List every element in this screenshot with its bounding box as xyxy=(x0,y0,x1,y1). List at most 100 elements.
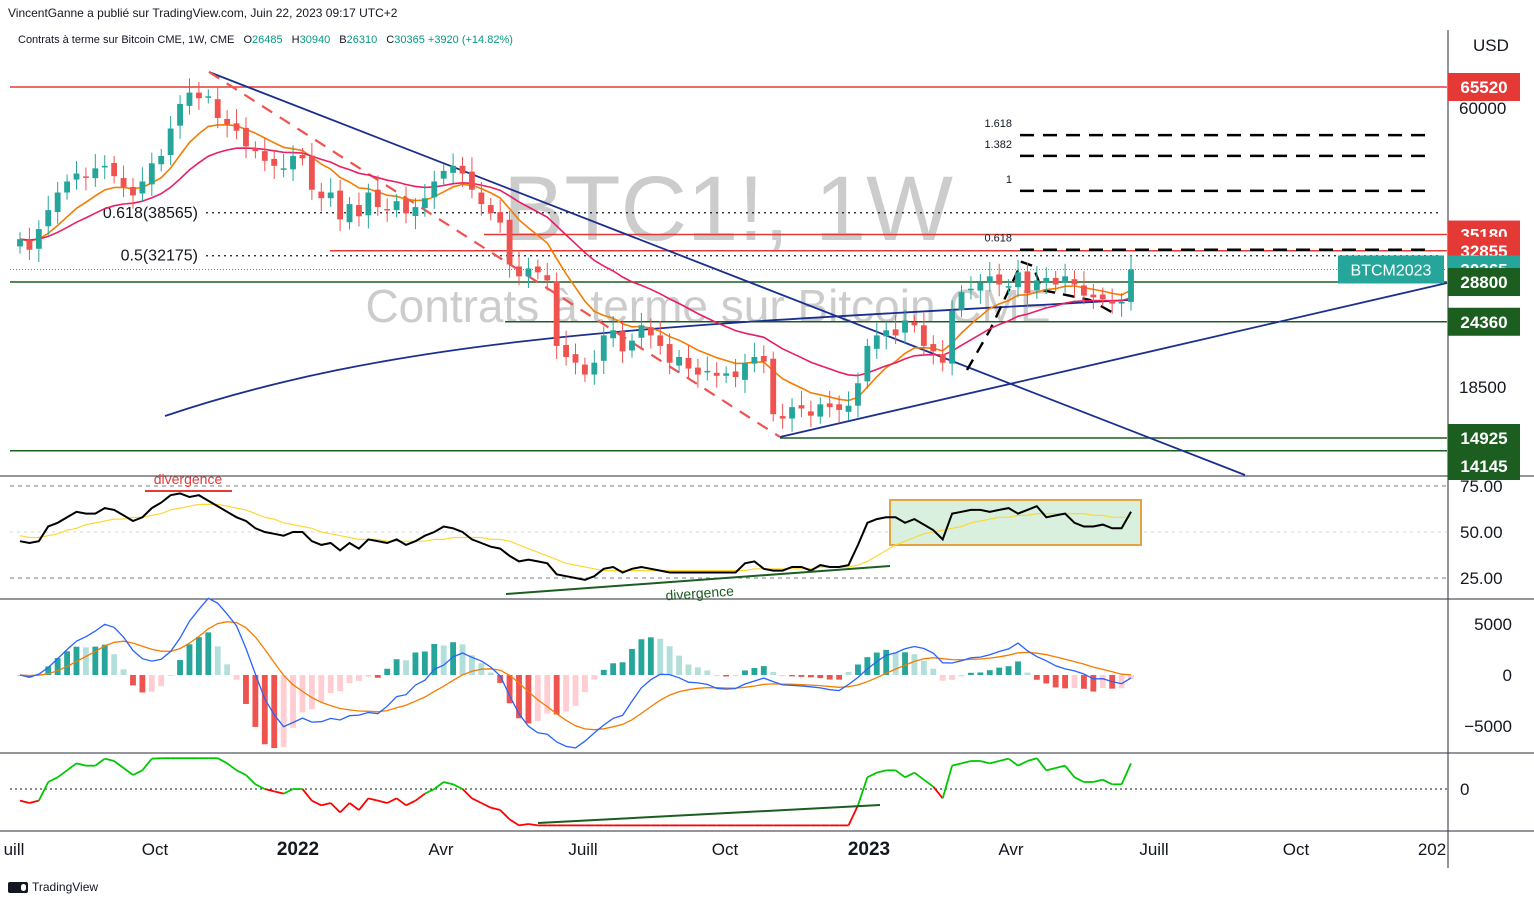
osc-segment xyxy=(113,760,125,769)
candle-body xyxy=(751,356,758,364)
osc-segment xyxy=(866,771,878,779)
osc-panel[interactable] xyxy=(10,757,1447,827)
candle-body xyxy=(742,362,748,380)
macd-histogram-bar xyxy=(290,675,296,728)
series-tag-label: BTCM2023 xyxy=(1351,262,1432,279)
candle-body xyxy=(167,128,174,155)
macd-histogram-bar xyxy=(864,657,871,675)
osc-segment xyxy=(1046,767,1056,772)
macd-histogram-bar xyxy=(356,675,362,681)
candle-body xyxy=(930,344,937,352)
macd-histogram-bar xyxy=(572,675,579,706)
macd-histogram-bar xyxy=(694,667,701,675)
footer-brand[interactable]: TradingView xyxy=(8,880,98,894)
macd-histogram-bar xyxy=(911,654,918,675)
macd-histogram-bar xyxy=(158,675,165,687)
fib-level-label: 0.5(32175) xyxy=(121,248,198,265)
price-tag: 28800 xyxy=(1448,268,1520,297)
candle-body xyxy=(968,288,974,291)
macd-histogram-bar xyxy=(299,675,306,713)
macd-histogram-bar xyxy=(902,652,908,675)
macd-histogram-bar xyxy=(243,675,249,704)
macd-histogram-bar xyxy=(233,675,240,680)
osc-segment xyxy=(461,788,473,799)
price-axis[interactable]: USD6000018500655203518032855303652880024… xyxy=(1338,36,1520,799)
candle-body xyxy=(619,331,626,352)
candle-body xyxy=(393,201,400,211)
publisher-header: VincentGanne a publié sur TradingView.co… xyxy=(8,6,398,20)
time-axis[interactable]: uill Oct 2022 Avr Juill Oct 2023 Avr Juill Oct 202 xyxy=(4,839,1447,860)
candle-body xyxy=(986,276,993,283)
candle-body xyxy=(911,322,918,326)
candle-body xyxy=(478,192,485,205)
candle-body xyxy=(487,205,494,214)
candle-body xyxy=(327,192,334,199)
macd-histogram-bar xyxy=(120,669,127,675)
osc-segment xyxy=(1008,757,1019,767)
osc-segment xyxy=(283,788,294,795)
price-tag: 14145 xyxy=(1448,452,1520,480)
osc-segment xyxy=(951,762,962,767)
price-tag-label: 65520 xyxy=(1460,78,1507,97)
osc-segment xyxy=(396,797,407,807)
macd-histogram-bar xyxy=(1052,675,1059,688)
osc-segment xyxy=(57,769,68,779)
candle-body xyxy=(54,192,61,213)
rsi-panel[interactable]: divergence divergence xyxy=(10,471,1447,603)
macd-histogram-bar xyxy=(949,675,956,680)
candle-body xyxy=(469,171,475,190)
candle-body xyxy=(365,192,372,216)
macd-histogram-bar xyxy=(873,652,880,675)
macd-panel[interactable] xyxy=(17,597,1134,749)
time-tick-label: Avr xyxy=(428,840,454,859)
candle-body xyxy=(694,367,701,375)
macd-histogram-bar xyxy=(506,675,513,704)
osc-segment xyxy=(414,792,426,802)
osc-segment xyxy=(76,762,87,767)
low-value: 26310 xyxy=(346,34,378,46)
candle-body xyxy=(35,229,42,249)
candle-body xyxy=(1128,269,1134,302)
high-value: 30940 xyxy=(299,34,331,46)
candle-body xyxy=(1015,272,1021,288)
candle-body xyxy=(459,165,466,174)
candle-body xyxy=(1081,285,1087,296)
osc-segment xyxy=(923,778,934,788)
osc-divergence-line xyxy=(537,804,881,824)
macd-histogram-bar xyxy=(977,672,984,675)
candle-body xyxy=(638,325,645,338)
rsi-tick-label: 50.00 xyxy=(1460,523,1503,542)
candle-body xyxy=(1099,294,1106,300)
candle-body xyxy=(1071,279,1078,285)
macd-signal-line xyxy=(19,621,1132,731)
candle-body xyxy=(723,373,730,376)
macd-histogram-bar xyxy=(647,637,654,675)
close-label: C xyxy=(386,34,395,46)
candle-body xyxy=(600,335,607,361)
time-tick-label: Oct xyxy=(1283,840,1310,859)
candle-body xyxy=(591,362,598,375)
candle-body xyxy=(26,240,33,250)
candle-body xyxy=(534,266,541,273)
candle-body xyxy=(883,330,890,337)
price-panel[interactable]: 0.618(38565) 0.5(32175) 1.618 1.382 1 0.618 xyxy=(10,71,1448,476)
candle-body xyxy=(1118,301,1125,304)
time-tick-label: 2023 xyxy=(848,839,890,860)
macd-histogram-bar xyxy=(1118,675,1125,689)
tradingview-logo-icon xyxy=(8,881,28,893)
long-ma-curve xyxy=(164,299,1129,417)
macd-histogram-bar xyxy=(525,675,532,724)
price-tag-label: 24360 xyxy=(1460,313,1507,332)
osc-segment xyxy=(358,797,370,811)
candle-body xyxy=(412,207,419,217)
osc-segment xyxy=(443,781,454,786)
watermark: BTC1!, 1W Contrats à terme sur Bitcoin C… xyxy=(365,158,1050,332)
price-tag-bg xyxy=(1448,424,1520,452)
macd-histogram-bar xyxy=(1099,675,1106,688)
candle-body xyxy=(139,181,146,194)
candle-body xyxy=(421,198,428,209)
macd-histogram-bar xyxy=(591,675,598,680)
projection-level-label: 1.618 xyxy=(984,118,1012,130)
candle-body xyxy=(280,168,287,170)
